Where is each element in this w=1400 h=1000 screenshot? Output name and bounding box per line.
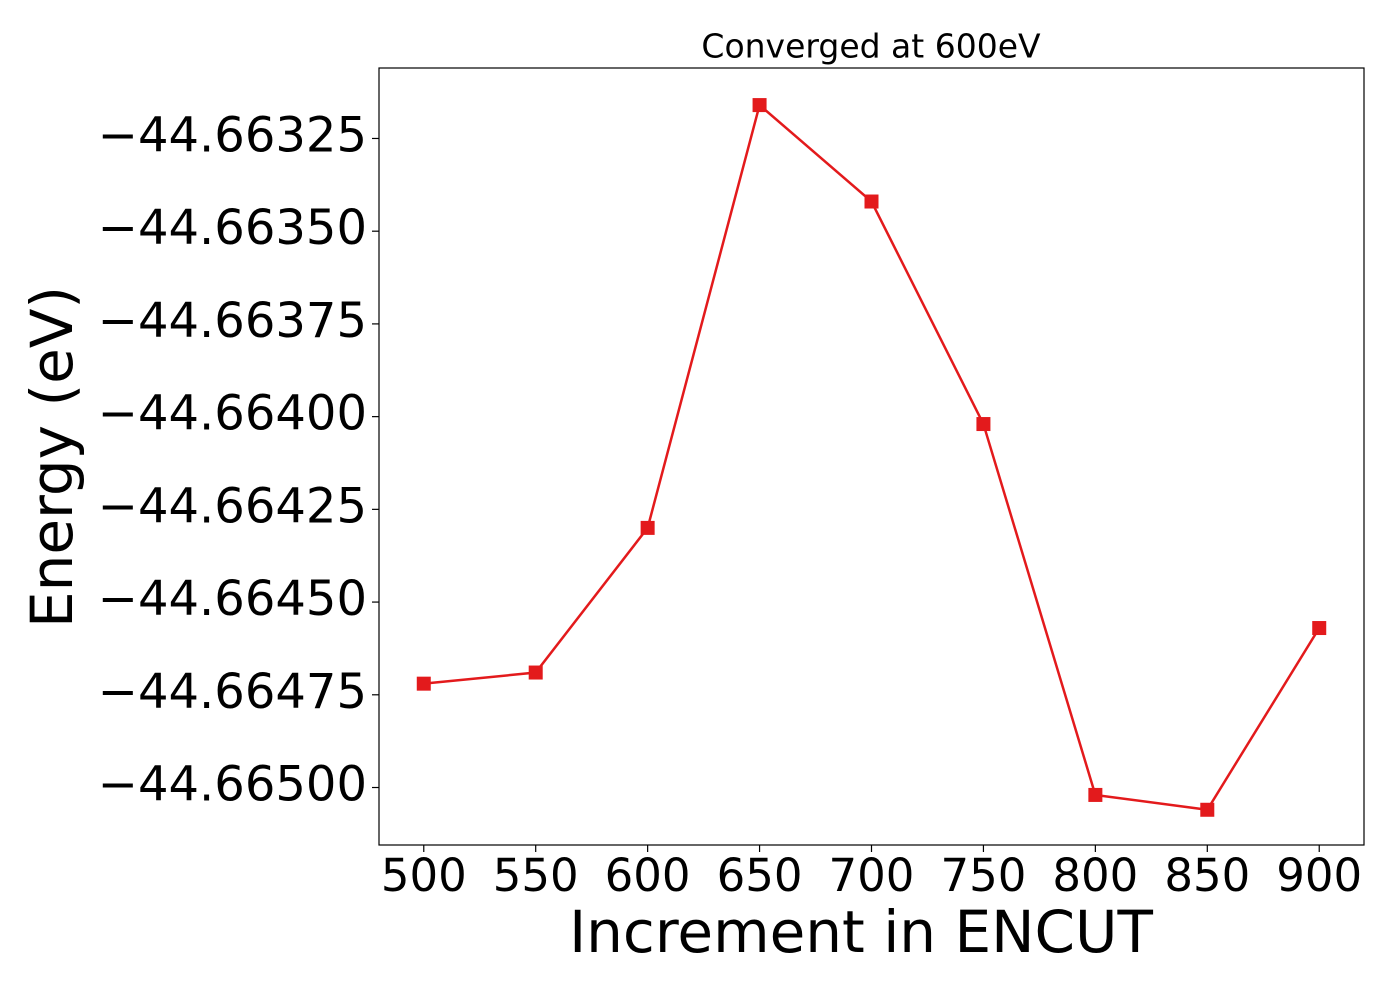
data-point	[1088, 787, 1103, 802]
x-tick-label: 700	[829, 849, 915, 902]
data-point	[752, 98, 767, 113]
x-tick-label: 900	[1276, 849, 1362, 902]
data-line	[423, 102, 1321, 812]
y-tick-label: −44.66450	[98, 571, 367, 627]
y-tick-label: −44.66350	[98, 200, 367, 256]
data-point	[1200, 802, 1215, 817]
data-point	[640, 520, 655, 535]
data-point	[528, 665, 543, 680]
y-tick-label: −44.66375	[98, 293, 367, 349]
x-tick-label: 750	[940, 849, 1026, 902]
x-tick-label: 500	[381, 849, 467, 902]
y-tick-label: −44.66325	[98, 107, 367, 163]
x-tick-label: 550	[493, 849, 579, 902]
plot-frame	[378, 67, 1365, 846]
x-tick-label: 600	[605, 849, 691, 902]
data-point	[976, 417, 991, 432]
y-tick-label: −44.66400	[98, 386, 367, 442]
y-axis-label: Energy (eV)	[18, 286, 86, 628]
data-point	[864, 194, 879, 209]
x-axis-label: Increment in ENCUT	[569, 898, 1153, 966]
chart-title: Converged at 600eV	[701, 27, 1041, 66]
y-tick-label: −44.66475	[98, 664, 367, 720]
y-tick-label: −44.66500	[98, 757, 367, 813]
x-tick-label: 650	[717, 849, 803, 902]
x-tick-label: 850	[1164, 849, 1250, 902]
data-point	[416, 676, 431, 691]
data-point	[1312, 621, 1327, 636]
y-tick-label: −44.66425	[98, 478, 367, 534]
x-tick-label: 800	[1052, 849, 1138, 902]
